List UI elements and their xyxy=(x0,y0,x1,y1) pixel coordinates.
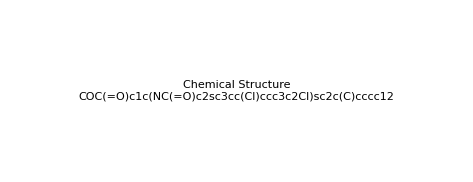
Text: Chemical Structure
COC(=O)c1c(NC(=O)c2sc3cc(Cl)ccc3c2Cl)sc2c(C)cccc12: Chemical Structure COC(=O)c1c(NC(=O)c2sc… xyxy=(79,80,394,102)
